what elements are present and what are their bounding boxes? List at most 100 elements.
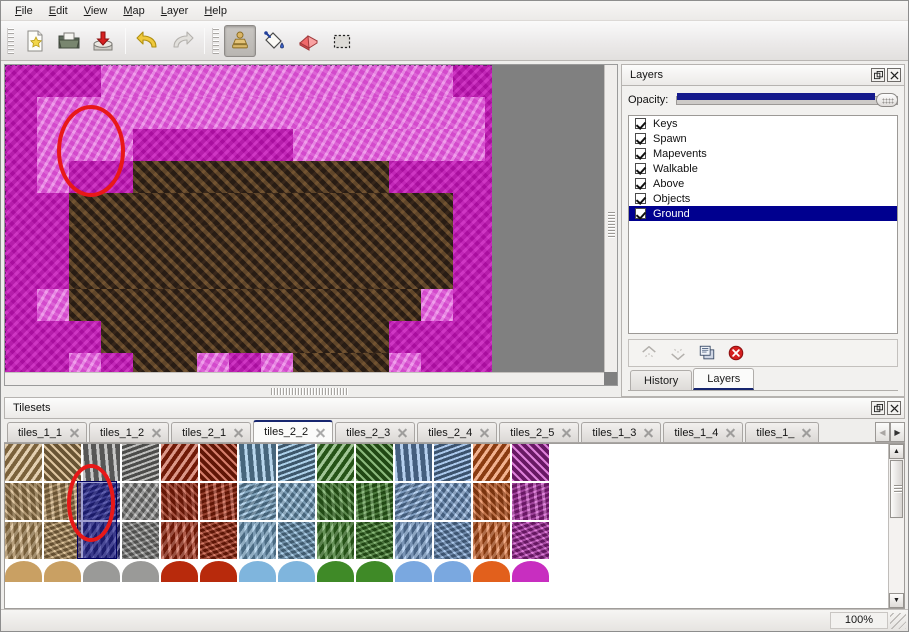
tile-cell[interactable] [512, 561, 550, 591]
scroll-down-icon[interactable]: ▼ [889, 593, 904, 608]
tileset-tab-strip[interactable]: tiles_1_1 tiles_1_2 tiles_2_1 tiles_2_2 tile… [4, 419, 905, 443]
tile-cell[interactable] [5, 444, 43, 482]
tile-cell[interactable] [278, 483, 316, 521]
canvas-horizontal-scrollbar[interactable] [5, 372, 604, 385]
tile-cell[interactable] [356, 522, 394, 560]
canvas-vertical-scrollbar[interactable] [604, 65, 617, 372]
tileset-tab-close-icon[interactable] [315, 427, 326, 438]
opacity-slider[interactable] [676, 92, 898, 108]
tileset-tab-close-icon[interactable] [397, 427, 408, 438]
layer-row-keys[interactable]: Keys [629, 116, 897, 131]
tile-cell[interactable] [356, 561, 394, 591]
tile-cell[interactable] [5, 483, 43, 521]
tile-cell[interactable] [239, 483, 277, 521]
layer-row-walkable[interactable]: Walkable [629, 161, 897, 176]
tile-cell[interactable] [122, 561, 160, 591]
tileset-tabs-prev-icon[interactable]: ◀ [875, 422, 890, 442]
menu-help[interactable]: Help [196, 2, 235, 20]
tileset-tab-tiles_1_3[interactable]: tiles_1_3 [581, 422, 662, 442]
tile-cell[interactable] [395, 561, 433, 591]
open-map-icon[interactable] [53, 25, 85, 57]
tile-cell[interactable] [83, 483, 121, 521]
tile-cell[interactable] [434, 561, 472, 591]
layer-visibility-checkbox[interactable] [635, 163, 646, 174]
tile-cell[interactable] [200, 444, 238, 482]
menu-edit[interactable]: Edit [41, 2, 76, 20]
tile-cell[interactable] [512, 444, 550, 482]
tileset-tab-tiles_2_1[interactable]: tiles_2_1 [171, 422, 252, 442]
tileset-tab-tiles_1_1[interactable]: tiles_1_1 [7, 422, 88, 442]
tile-cell[interactable] [83, 444, 121, 482]
tile-cell[interactable] [473, 444, 511, 482]
resize-grip[interactable] [890, 612, 906, 629]
eraser-tool-icon[interactable] [292, 25, 324, 57]
layer-row-ground[interactable]: Ground [629, 206, 897, 221]
tile-cell[interactable] [434, 444, 472, 482]
float-icon[interactable] [871, 68, 885, 82]
tile-cell[interactable] [278, 561, 316, 591]
tile-cell[interactable] [317, 444, 355, 482]
tileset-scroll-thumb[interactable] [890, 460, 903, 518]
tile-cell[interactable] [473, 483, 511, 521]
tile-cell[interactable] [239, 561, 277, 591]
tile-cell[interactable] [278, 444, 316, 482]
tileset-tab-close-icon[interactable] [725, 427, 736, 438]
stamp-tool-icon[interactable] [224, 24, 256, 57]
menu-layer[interactable]: Layer [153, 2, 197, 20]
duplicate-layer-button[interactable] [695, 342, 719, 364]
tileset-tabs-next-icon[interactable]: ▶ [890, 422, 905, 442]
tile-cell[interactable] [395, 444, 433, 482]
layer-row-mapevents[interactable]: Mapevents [629, 146, 897, 161]
canvas-tileset-splitter[interactable] [1, 386, 618, 397]
tileset-tab-tiles_2_2[interactable]: tiles_2_2 [253, 420, 334, 442]
tileset-tab-tiles_2_5[interactable]: tiles_2_5 [499, 422, 580, 442]
tileset-tab-close-icon[interactable] [69, 427, 80, 438]
close-icon[interactable] [887, 68, 901, 82]
tile-cell[interactable] [434, 483, 472, 521]
save-map-icon[interactable] [87, 25, 119, 57]
layer-visibility-checkbox[interactable] [635, 193, 646, 204]
tile-cell[interactable] [122, 444, 160, 482]
menu-file[interactable]: File [7, 2, 41, 20]
tileset-view[interactable]: ▲ ▼ [4, 443, 905, 609]
tileset-tab-tiles_1_2[interactable]: tiles_1_2 [89, 422, 170, 442]
menu-map[interactable]: Map [115, 2, 152, 20]
layer-visibility-checkbox[interactable] [635, 178, 646, 189]
tools-drag-handle[interactable] [212, 27, 219, 54]
tileset-scroll-track[interactable] [889, 519, 904, 593]
move-layer-down-button[interactable] [666, 342, 690, 364]
tileset-tab-close-icon[interactable] [561, 427, 572, 438]
dock-tab-layers[interactable]: Layers [693, 368, 755, 390]
layer-list[interactable]: Keys Spawn Mapevents Walkable Above Objects Gr… [628, 115, 898, 334]
tile-cell[interactable] [5, 561, 43, 591]
tile-cell[interactable] [317, 483, 355, 521]
tile-cell[interactable] [239, 444, 277, 482]
tile-cell[interactable] [473, 561, 511, 591]
tileset-tab-tiles_2_3[interactable]: tiles_2_3 [335, 422, 416, 442]
tile-cell[interactable] [83, 561, 121, 591]
layer-visibility-checkbox[interactable] [635, 208, 646, 219]
tile-cell[interactable] [44, 561, 82, 591]
tile-cell[interactable] [512, 522, 550, 560]
tile-cell[interactable] [161, 444, 199, 482]
undo-icon[interactable] [132, 25, 164, 57]
tile-grid[interactable] [5, 444, 555, 608]
toolbar-drag-handle[interactable] [7, 27, 14, 54]
opacity-thumb[interactable] [876, 93, 898, 107]
tile-cell[interactable] [473, 522, 511, 560]
tileset-tab-close-icon[interactable] [801, 427, 812, 438]
layer-row-spawn[interactable]: Spawn [629, 131, 897, 146]
tile-cell[interactable] [395, 483, 433, 521]
select-tool-icon[interactable] [326, 25, 358, 57]
dock-tab-history[interactable]: History [630, 370, 693, 390]
tile-cell[interactable] [83, 522, 121, 560]
tileset-tab-close-icon[interactable] [151, 427, 162, 438]
map-surface[interactable] [5, 65, 492, 385]
bucket-fill-tool-icon[interactable] [258, 25, 290, 57]
tileset-tab-close-icon[interactable] [643, 427, 654, 438]
tileset-tab-tiles_1_[interactable]: tiles_1_ [745, 422, 820, 442]
tile-cell[interactable] [317, 522, 355, 560]
menu-view[interactable]: View [76, 2, 116, 20]
close-icon[interactable] [887, 401, 901, 415]
tile-cell[interactable] [200, 483, 238, 521]
